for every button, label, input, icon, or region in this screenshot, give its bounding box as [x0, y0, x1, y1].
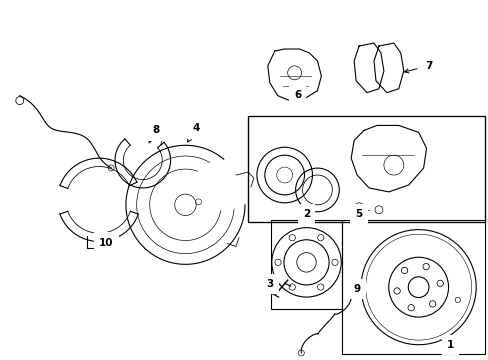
Bar — [270, 220, 342, 309]
Text: 9: 9 — [353, 284, 360, 294]
Text: 1: 1 — [446, 339, 453, 350]
Text: 3: 3 — [265, 279, 274, 289]
Bar — [342, 220, 484, 354]
Text: 6: 6 — [293, 90, 301, 100]
Text: 10: 10 — [99, 238, 113, 248]
Bar — [247, 116, 484, 222]
Text: 2: 2 — [302, 209, 309, 219]
Text: 8: 8 — [148, 125, 159, 143]
Text: 7: 7 — [404, 61, 431, 73]
Text: 5: 5 — [355, 209, 362, 219]
Text: 4: 4 — [187, 123, 200, 142]
